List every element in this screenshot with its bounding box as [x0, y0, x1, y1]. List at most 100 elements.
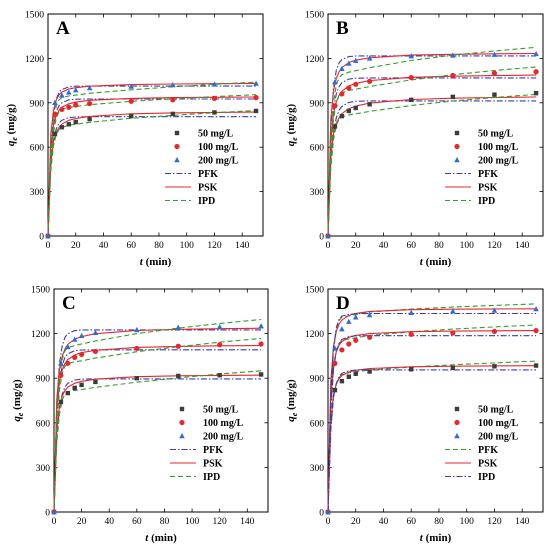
- model-curve-psk: [327, 96, 537, 237]
- data-point: [491, 51, 498, 57]
- data-point: [78, 332, 85, 339]
- data-point: [128, 98, 134, 104]
- plot-frame: [53, 288, 269, 513]
- data-point: [66, 89, 72, 95]
- data-point: [533, 363, 539, 368]
- model-ipd: [53, 318, 262, 513]
- data-point: [332, 387, 338, 393]
- y-tick-label: 1500: [31, 286, 50, 296]
- x-tick-label: 0: [326, 241, 331, 251]
- x-tick-label: 80: [154, 241, 164, 251]
- y-axis: 0 300 600 900 1200 1500: [305, 11, 543, 243]
- x-tick-label: 80: [434, 241, 444, 251]
- x-axis: 0 20 40 60 80 100 120 140: [326, 289, 530, 527]
- data-point: [332, 345, 338, 351]
- data-point: [59, 92, 65, 98]
- x-axis-title: t (min): [420, 532, 452, 544]
- y-tick-label: 0: [39, 233, 44, 243]
- data-point: [72, 354, 78, 360]
- model-curve-ipd: [53, 318, 262, 513]
- data-point: [492, 92, 497, 97]
- series-200-mg-l: [325, 306, 539, 515]
- y-axis-title: qe (mg/g): [5, 103, 19, 146]
- x-tick-label: 140: [515, 517, 530, 527]
- data-point: [217, 373, 222, 378]
- x-tick-label: 0: [52, 517, 57, 527]
- x-axis: 0 20 40 60 80 100 120 140: [52, 289, 255, 527]
- model-curve-ipd: [327, 335, 537, 513]
- legend-marker: [454, 433, 460, 439]
- legend-label: IPD: [478, 196, 495, 207]
- legend: 50 mg/L 100 mg/L 200 mg/L PFK PSK IPD: [165, 129, 239, 207]
- data-point: [408, 309, 415, 315]
- data-point: [450, 365, 456, 370]
- data-point: [491, 307, 498, 313]
- model-curve-ipd: [53, 337, 262, 513]
- x-tick-label: 0: [326, 517, 331, 527]
- data-point: [93, 379, 98, 385]
- data-point: [258, 323, 264, 329]
- series-100-mg-l: [325, 69, 539, 239]
- data-point: [367, 78, 373, 84]
- y-tick-label: 900: [310, 375, 325, 385]
- data-point: [332, 79, 338, 85]
- y-tick-label: 0: [45, 509, 50, 519]
- x-tick-label: 20: [71, 241, 81, 251]
- x-tick-label: 60: [126, 241, 136, 251]
- data-point: [533, 306, 539, 312]
- model-curve-pfk: [53, 329, 262, 513]
- data-point: [339, 347, 345, 353]
- series-200-mg-l: [325, 50, 539, 239]
- plot-frame: [47, 13, 264, 237]
- data-point: [212, 110, 217, 115]
- data-point: [45, 233, 51, 239]
- data-point: [450, 72, 456, 79]
- data-point: [175, 324, 182, 330]
- panel-a: 0 20 40 60 80 100 120 140 0 300 600 900 1200 1500 t (m…: [5, 11, 264, 268]
- data-point: [533, 50, 539, 57]
- y-tick-label: 0: [319, 233, 324, 243]
- legend-label: 200 mg/L: [198, 156, 239, 167]
- legend-marker: [454, 143, 460, 150]
- x-tick-label: 0: [46, 241, 51, 251]
- data-point: [65, 360, 71, 366]
- data-point: [366, 55, 373, 61]
- y-axis: 0 300 600 900 1200 1500: [31, 286, 268, 519]
- panel-d: 0 20 40 60 80 100 120 140 0 300 600 900 1200 1500 t (m…: [285, 286, 544, 544]
- panel-label: B: [336, 18, 349, 39]
- panel-label: A: [56, 18, 70, 39]
- panel-label: C: [62, 293, 76, 314]
- data-point: [253, 95, 259, 101]
- y-axis-title: qe (mg/g): [285, 103, 299, 146]
- panel-label: D: [336, 293, 350, 314]
- legend-marker: [174, 143, 180, 150]
- data-point: [79, 382, 84, 388]
- series-200-mg-l: [51, 323, 264, 515]
- series-200-mg-l: [45, 80, 259, 239]
- x-tick-label: 100: [185, 517, 200, 527]
- model-curve-psk: [53, 374, 262, 513]
- data-point: [450, 94, 456, 100]
- x-tick-label: 100: [180, 241, 195, 251]
- legend-label: IPD: [478, 472, 495, 483]
- y-tick-label: 1200: [25, 55, 44, 65]
- data-point: [128, 83, 135, 89]
- legend-label: 100 mg/L: [478, 142, 519, 153]
- data-point: [52, 99, 58, 105]
- x-tick-label: 20: [77, 517, 87, 527]
- x-tick-label: 120: [213, 517, 228, 527]
- data-point: [408, 75, 414, 81]
- data-point: [52, 112, 58, 118]
- data-point: [211, 81, 218, 87]
- x-tick-label: 120: [207, 241, 222, 251]
- series-50-mg-l: [51, 372, 264, 515]
- legend: 50 mg/L 100 mg/L 200 mg/L PFK PSK IPD: [170, 405, 244, 483]
- data-point: [65, 390, 71, 396]
- model-curve-pfk: [327, 324, 537, 513]
- x-tick-label: 60: [406, 517, 416, 527]
- data-point: [170, 82, 176, 88]
- data-point: [258, 372, 264, 377]
- x-tick-label: 20: [351, 241, 361, 251]
- data-point: [73, 102, 79, 108]
